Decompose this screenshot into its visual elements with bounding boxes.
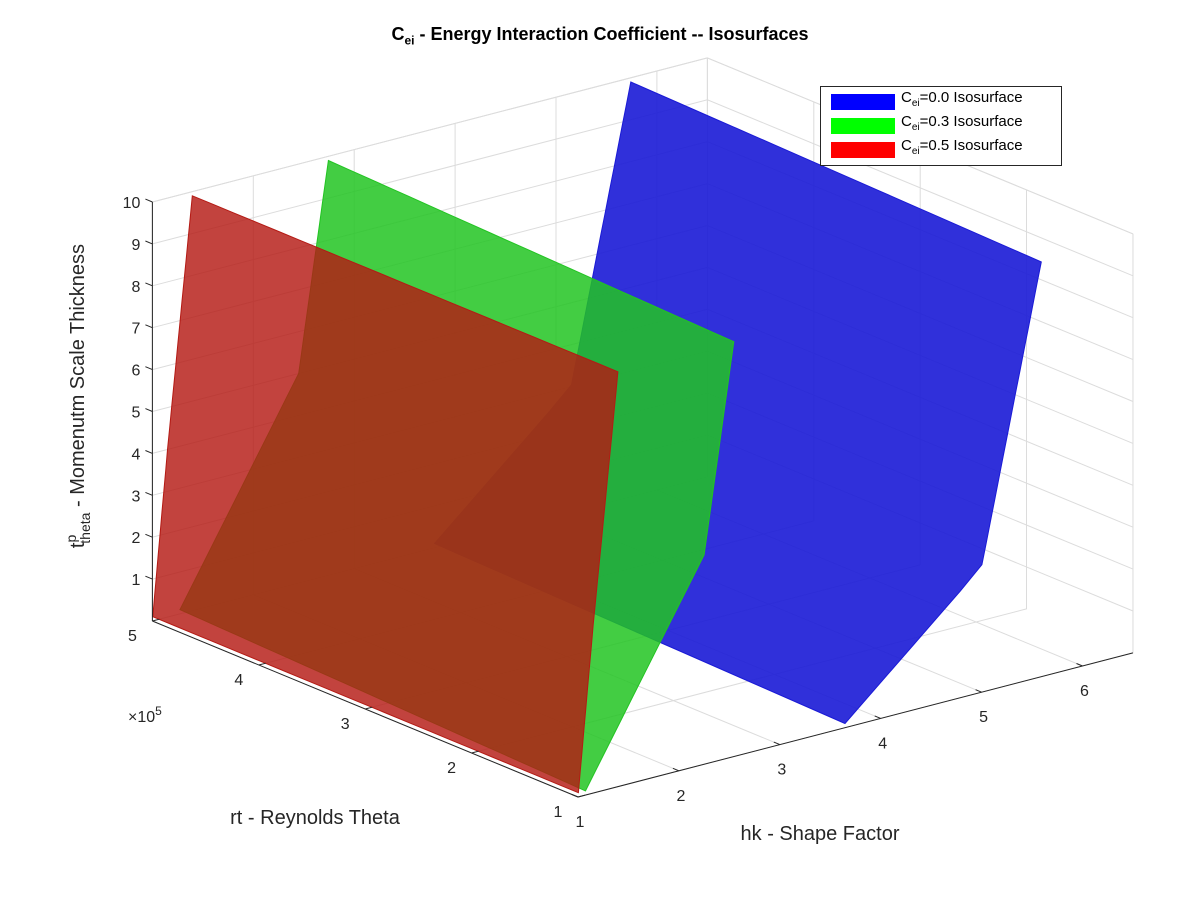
z-tick-label: 9 [131, 237, 140, 254]
x-tick [1076, 663, 1083, 667]
y-tick [577, 794, 586, 798]
z-tick [145, 450, 153, 454]
surface-layer [152, 81, 1042, 794]
axis-layer: 1 2 3 4 5 6 1 2 3 4 5 1 2 3 4 5 6 7 8 9 10 ×105 hk - Shape Fac… [63, 195, 1134, 845]
z-tick-label: 3 [131, 488, 140, 505]
z-tick-label: 4 [131, 446, 140, 463]
legend: Cei=0.0 Isosurface Cei=0.3 Isosurface Ce… [820, 86, 1062, 166]
z-tick [145, 240, 153, 245]
y-exponent: ×105 [128, 704, 162, 726]
z-tick [145, 575, 153, 580]
chart-title: Cei - Energy Interaction Coefficient -- … [0, 24, 1200, 48]
z-axis-label: tptheta - Momenutm Scale Thickness [63, 244, 93, 548]
x-axis-line [577, 652, 1134, 798]
z-tick-label: 8 [131, 279, 140, 296]
z-tick-label: 1 [131, 572, 140, 589]
box-edge [152, 57, 708, 203]
z-tick-label: 2 [131, 530, 140, 547]
x-tick [571, 794, 579, 798]
z-tick [145, 282, 153, 287]
y-tick-label: 3 [341, 716, 350, 733]
legend-item-2: Cei=0.5 Isosurface [827, 137, 1057, 159]
x-axis-label: hk - Shape Factor [741, 823, 900, 845]
y-tick-label: 2 [447, 760, 456, 777]
x-tick-label: 5 [979, 709, 988, 726]
legend-item-0: Cei=0.0 Isosurface [827, 89, 1057, 111]
legend-swatch-2 [831, 142, 895, 158]
y-tick-label: 5 [128, 628, 137, 645]
y-axis-label: rt - Reynolds Theta [230, 807, 401, 829]
z-tick-label: 5 [131, 405, 140, 422]
legend-label-1: Cei=0.3 Isosurface [901, 113, 1023, 133]
z-tick [145, 408, 153, 412]
z-tick [145, 324, 153, 329]
z-tick-label: 6 [131, 363, 140, 380]
z-tick [145, 491, 153, 496]
legend-swatch-1 [831, 118, 895, 134]
z-tick-label: 7 [131, 321, 140, 338]
legend-label-0: Cei=0.0 Isosurface [901, 89, 1023, 109]
isosurface-2 [152, 195, 619, 794]
y-tick-label: 1 [554, 804, 563, 821]
legend-item-1: Cei=0.3 Isosurface [827, 113, 1057, 135]
legend-swatch-0 [831, 94, 895, 110]
x-tick-label: 1 [576, 814, 585, 831]
x-tick [874, 715, 881, 719]
z-tick-label: 10 [123, 195, 141, 212]
x-tick [975, 689, 982, 693]
x-tick [773, 741, 780, 746]
title-rest: - Energy Interaction Coefficient -- Isos… [414, 24, 809, 44]
y-tick [365, 706, 373, 710]
z-tick [145, 366, 153, 371]
x-tick-label: 2 [676, 788, 685, 805]
x-tick-label: 4 [878, 735, 887, 752]
z-tick [145, 198, 153, 203]
x-tick-label: 3 [777, 762, 786, 779]
y-tick [152, 618, 160, 622]
title-sub: ei [404, 33, 415, 48]
z-tick [145, 533, 153, 538]
y-tick [471, 750, 479, 754]
legend-label-2: Cei=0.5 Isosurface [901, 137, 1023, 157]
title-main: C [391, 24, 405, 44]
x-tick [672, 767, 680, 772]
x-tick-label: 6 [1080, 683, 1089, 700]
y-tick [258, 662, 266, 666]
y-tick-label: 4 [234, 672, 243, 689]
